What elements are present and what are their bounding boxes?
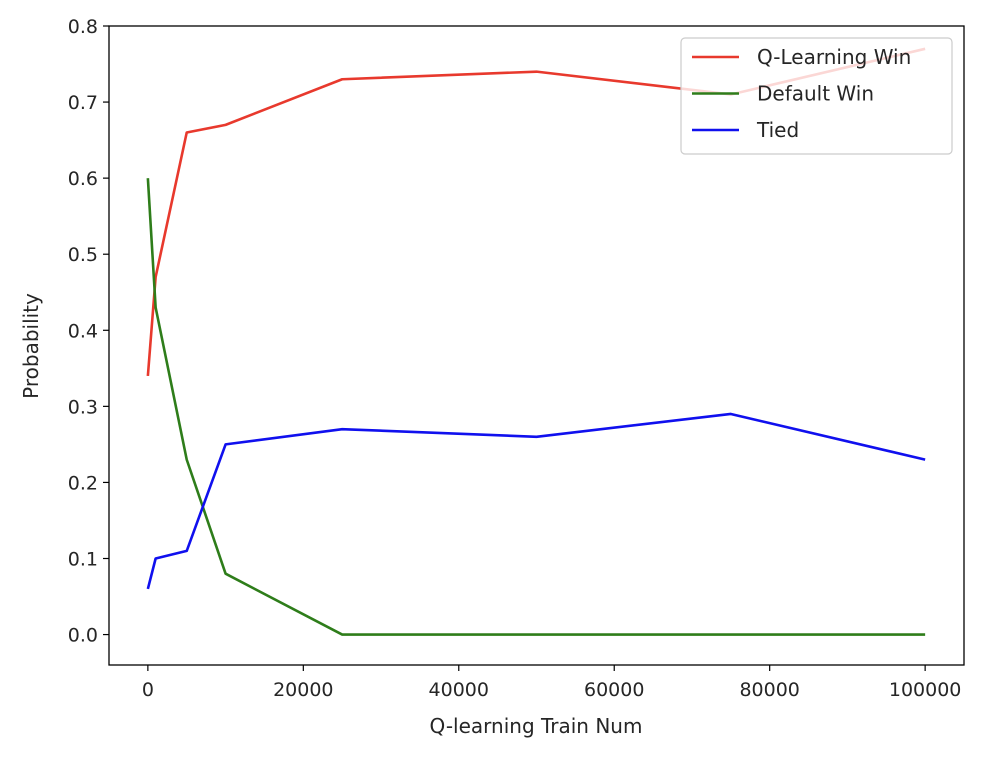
- x-axis-label: Q-learning Train Num: [430, 714, 643, 738]
- x-tick-label: 100000: [889, 679, 962, 701]
- legend-box: [680, 37, 953, 155]
- series-line-default-win: [146, 178, 926, 636]
- y-tick-label: 0.8: [68, 16, 98, 38]
- x-tick-label: 20000: [273, 679, 333, 701]
- y-tick-label: 0.6: [68, 168, 98, 190]
- x-tick-label: 0: [142, 679, 154, 701]
- y-tick-label: 0.7: [68, 92, 98, 114]
- y-tick-label: 0.0: [68, 625, 98, 647]
- y-tick-label: 0.1: [68, 549, 98, 571]
- x-axis-ticks: 0 20000 40000 60000 80000 100000: [142, 665, 962, 701]
- legend: Q-Learning Win Default Win Tied: [680, 37, 953, 155]
- y-tick-label: 0.3: [68, 396, 98, 418]
- y-axis-label: Probability: [19, 293, 43, 399]
- x-tick-label: 40000: [429, 679, 489, 701]
- y-tick-label: 0.4: [68, 320, 98, 342]
- legend-label-default-win: Default Win: [757, 82, 874, 106]
- series-line-tied: [146, 412, 926, 590]
- x-tick-label: 80000: [739, 679, 799, 701]
- x-tick-label: 60000: [584, 679, 644, 701]
- legend-label-tied: Tied: [756, 118, 799, 142]
- y-tick-label: 0.2: [68, 472, 98, 494]
- y-tick-label: 0.5: [68, 244, 98, 266]
- y-axis-ticks: 0.0 0.1 0.2 0.3 0.4 0.5 0.6 0.7 0.8: [68, 16, 109, 647]
- legend-label-q-learning-win: Q-Learning Win: [757, 45, 911, 69]
